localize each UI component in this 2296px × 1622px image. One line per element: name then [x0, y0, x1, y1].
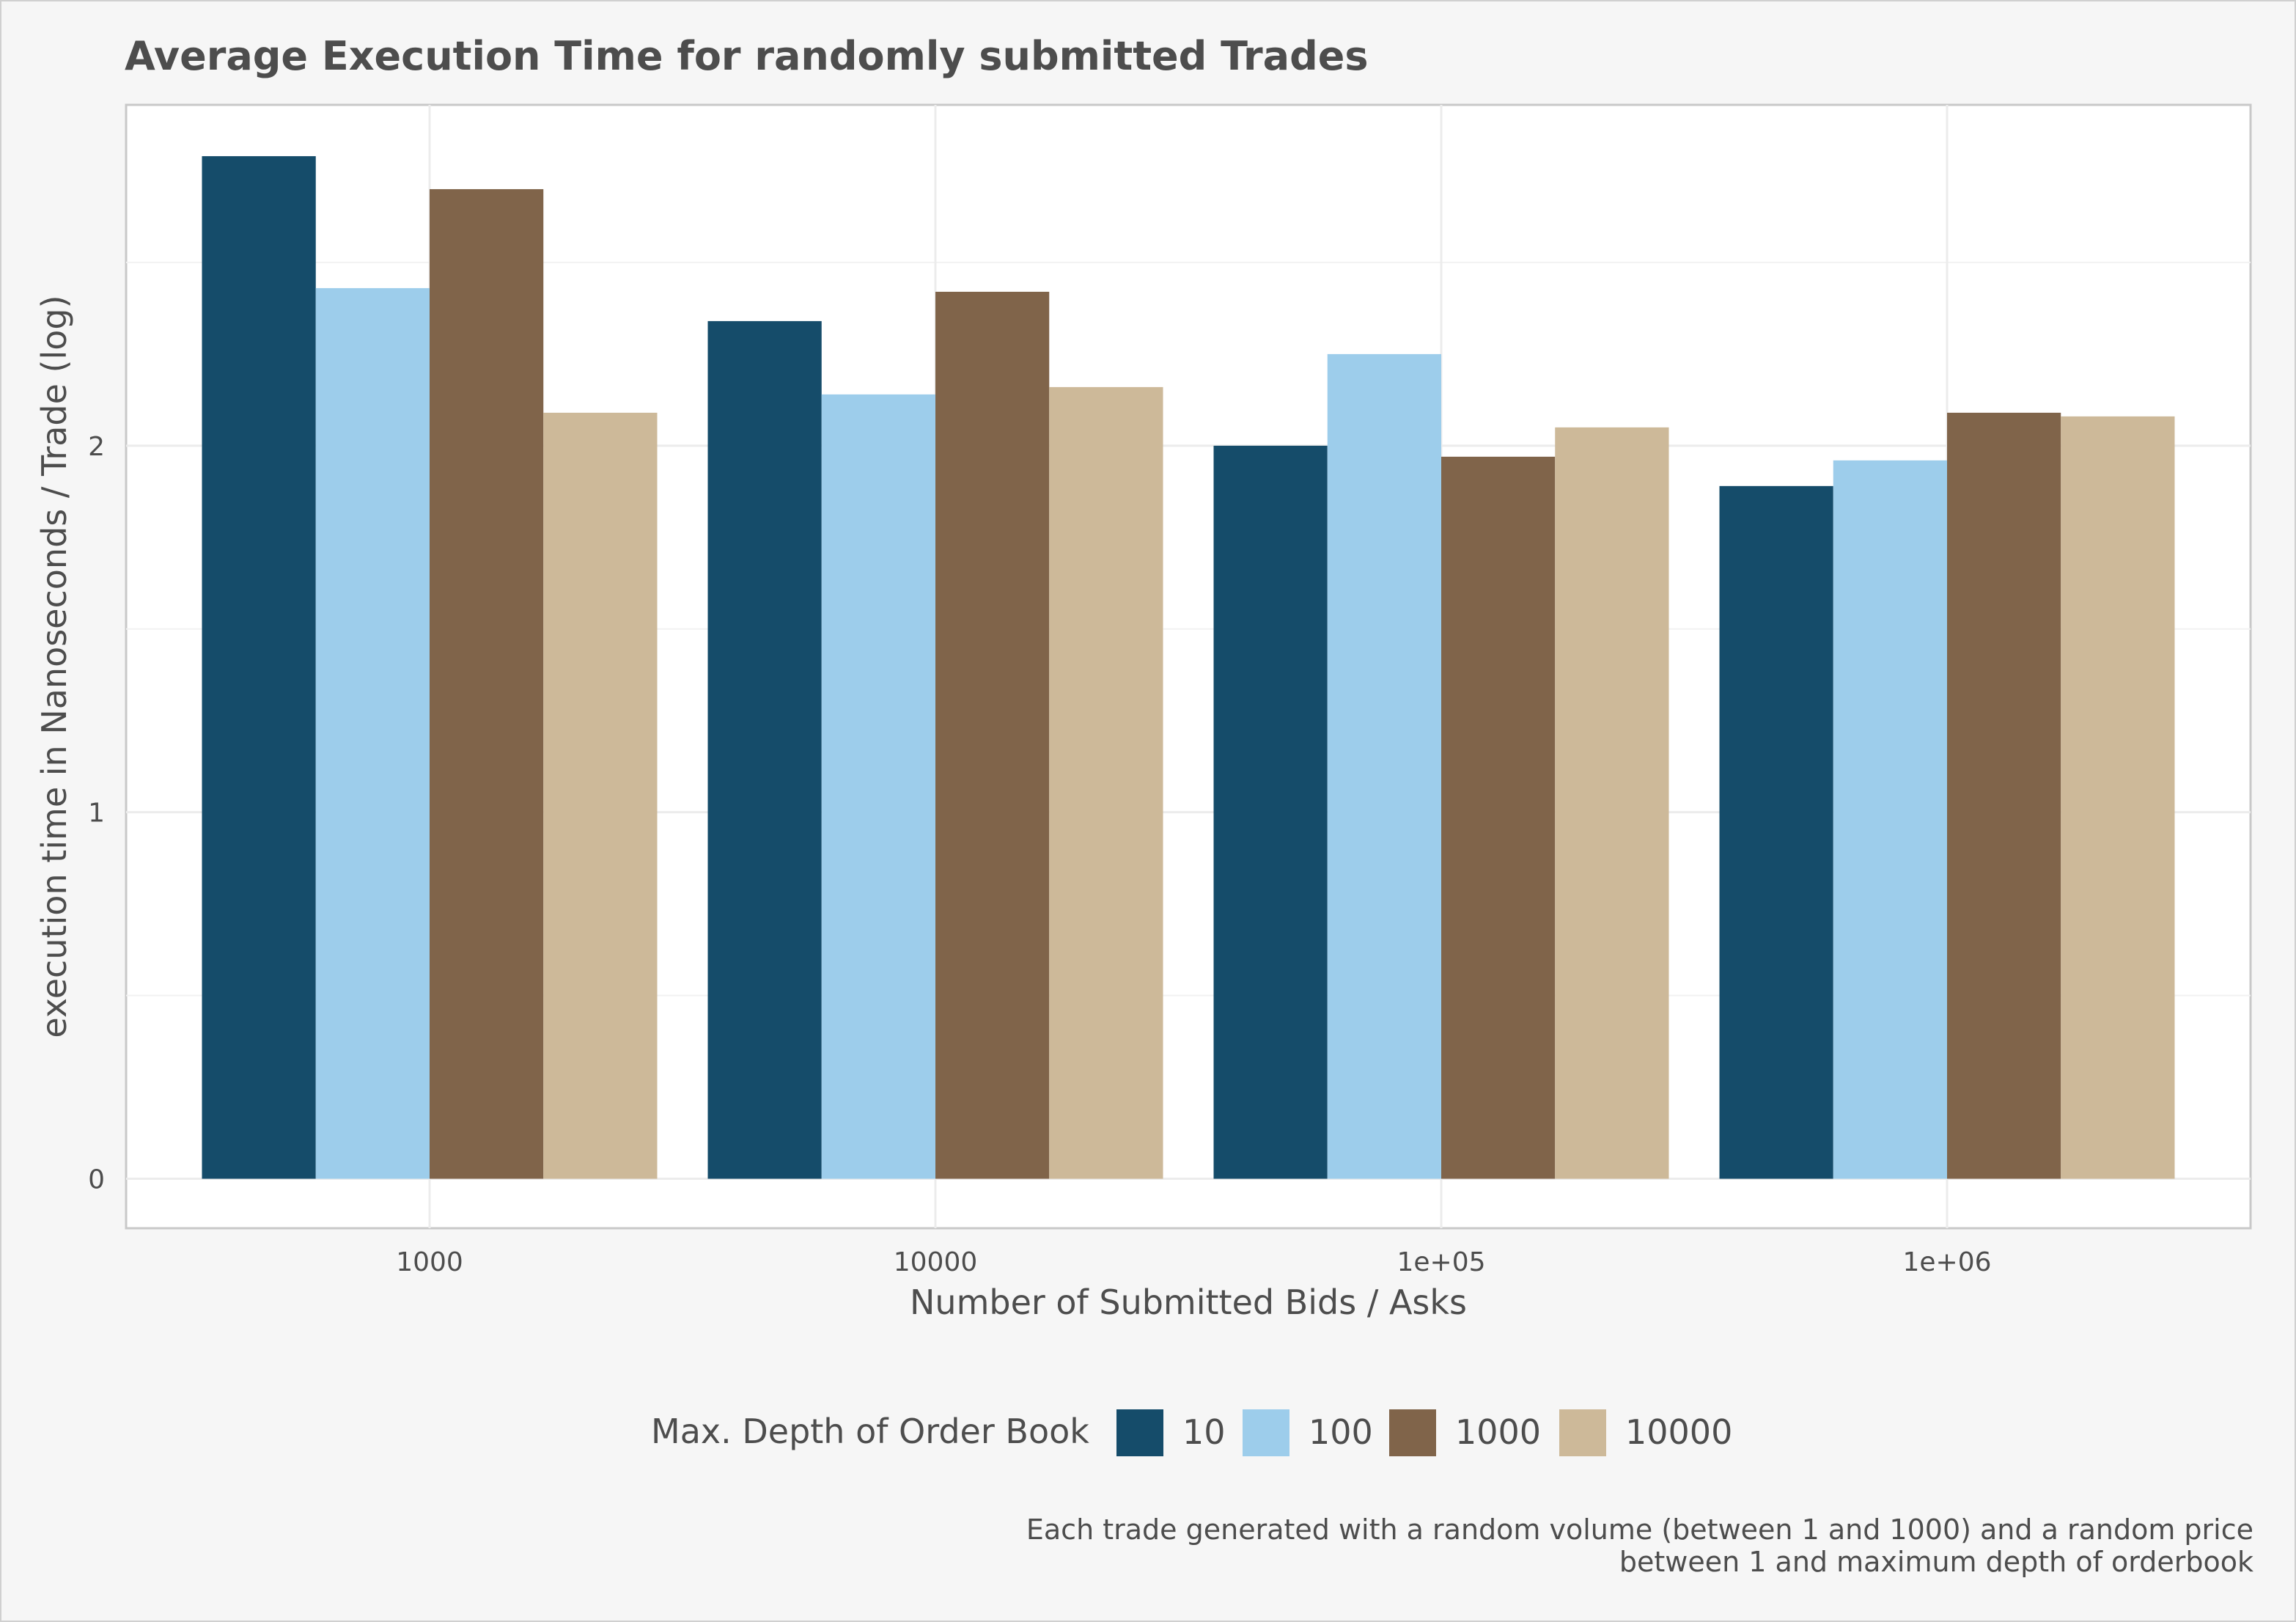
x-tick-label: 10000 [894, 1247, 978, 1277]
bar [1327, 353, 1441, 1179]
x-tick-label: 1e+06 [1902, 1247, 1991, 1277]
x-tick-label: 1e+05 [1397, 1247, 1485, 1277]
bar [202, 155, 316, 1179]
bar [1441, 456, 1556, 1179]
bar [543, 412, 658, 1179]
x-axis-ticks: 1000 10000 1e+05 1e+06 [396, 1247, 1991, 1277]
bar [821, 394, 935, 1179]
y-tick-label: 1 [88, 799, 105, 829]
legend-key [1559, 1409, 1606, 1456]
bar [315, 287, 430, 1179]
bar [1947, 412, 2061, 1179]
legend-label: 10000 [1625, 1412, 1732, 1452]
bar [2061, 416, 2175, 1179]
y-axis-title: execution time in Nanoseconds / Trade (l… [34, 295, 74, 1038]
caption-line-1: Each trade generated with a random volum… [1026, 1513, 2253, 1546]
bar [1719, 485, 1833, 1179]
bar [1555, 427, 1669, 1179]
legend: Max. Depth of Order Book 10 100 1000 10000 [651, 1409, 1732, 1456]
legend-key [1389, 1409, 1436, 1456]
y-tick-label: 2 [88, 432, 105, 462]
caption-line-2: between 1 and maximum depth of orderbook [1619, 1546, 2253, 1578]
x-axis-title: Number of Submitted Bids / Asks [910, 1282, 1467, 1322]
chart-title: Average Execution Time for randomly subm… [125, 33, 1369, 79]
legend-label: 1000 [1455, 1412, 1541, 1452]
bar [1833, 460, 1947, 1179]
x-tick-label: 1000 [396, 1247, 463, 1277]
bar [1213, 445, 1328, 1179]
y-axis-ticks: 0 1 2 [88, 432, 105, 1195]
legend-label: 100 [1309, 1412, 1373, 1452]
legend-key [1116, 1409, 1163, 1456]
bar [935, 291, 1050, 1179]
y-tick-label: 0 [88, 1165, 105, 1195]
bars [202, 155, 2175, 1179]
bar [707, 320, 822, 1179]
legend-key [1243, 1409, 1289, 1456]
legend-label: 10 [1182, 1412, 1226, 1452]
legend-items: 10 100 1000 10000 [1116, 1409, 1732, 1456]
legend-title: Max. Depth of Order Book [651, 1412, 1089, 1451]
bar [1049, 386, 1163, 1179]
bar [430, 188, 544, 1179]
